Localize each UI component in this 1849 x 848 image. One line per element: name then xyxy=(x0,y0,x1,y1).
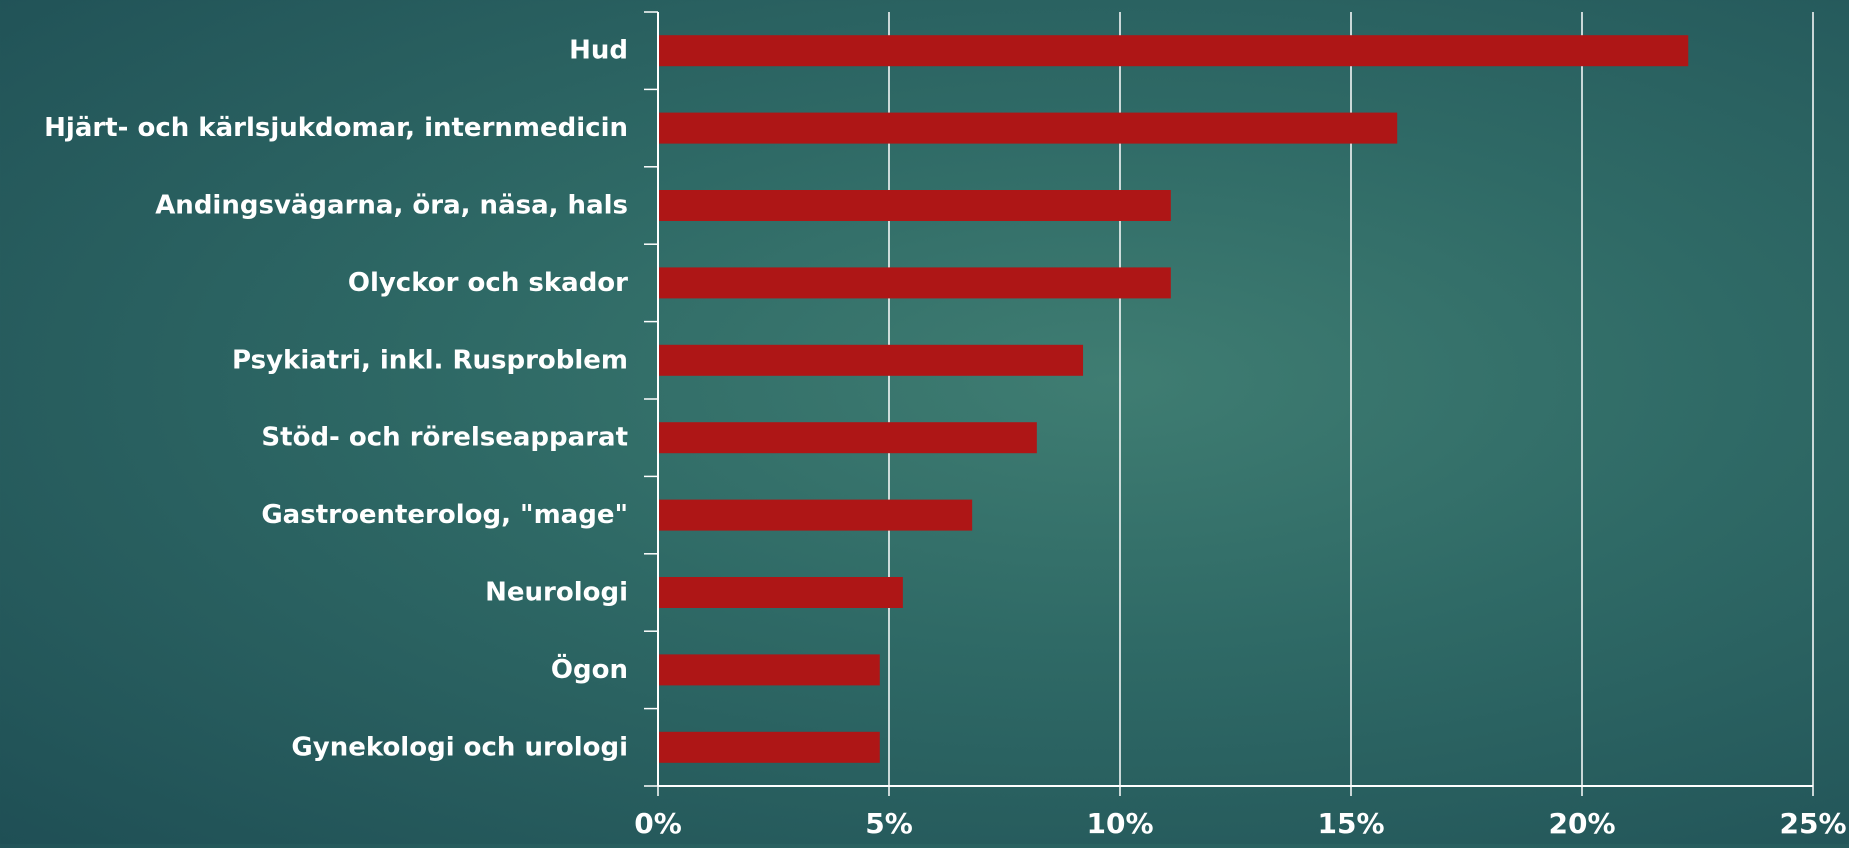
category-label-3: Olyckor och skador xyxy=(348,268,628,298)
bar-8 xyxy=(659,654,880,686)
x-tick-label-1: 5% xyxy=(865,807,913,840)
category-label-1: Hjärt- och kärlsjukdomar, internmedicin xyxy=(44,113,628,143)
bar-4 xyxy=(659,344,1084,376)
category-label-2: Andingsvägarna, öra, näsa, hals xyxy=(155,191,628,221)
bar-0 xyxy=(659,35,1689,67)
bar-1 xyxy=(659,112,1398,144)
bar-7 xyxy=(659,577,903,608)
bar-9 xyxy=(659,731,880,763)
category-label-5: Stöd- och rörelseapparat xyxy=(261,423,628,453)
x-tick-label-0: 0% xyxy=(634,807,682,840)
category-label-7: Neurologi xyxy=(485,578,628,608)
category-label-4: Psykiatri, inkl. Rusproblem xyxy=(232,345,628,375)
category-label-6: Gastroenterolog, "mage" xyxy=(261,500,628,530)
category-label-8: Ögon xyxy=(551,652,628,685)
x-tick-label-5: 25% xyxy=(1779,807,1846,840)
x-tick-label-4: 20% xyxy=(1548,807,1615,840)
bar-6 xyxy=(659,499,973,531)
x-tick-label-3: 15% xyxy=(1317,807,1384,840)
category-label-0: Hud xyxy=(569,36,628,66)
bar-5 xyxy=(659,422,1037,454)
x-tick-label-2: 10% xyxy=(1086,807,1153,840)
bar-3 xyxy=(659,267,1171,299)
bar-2 xyxy=(659,190,1171,221)
category-label-9: Gynekologi och urologi xyxy=(291,732,628,762)
